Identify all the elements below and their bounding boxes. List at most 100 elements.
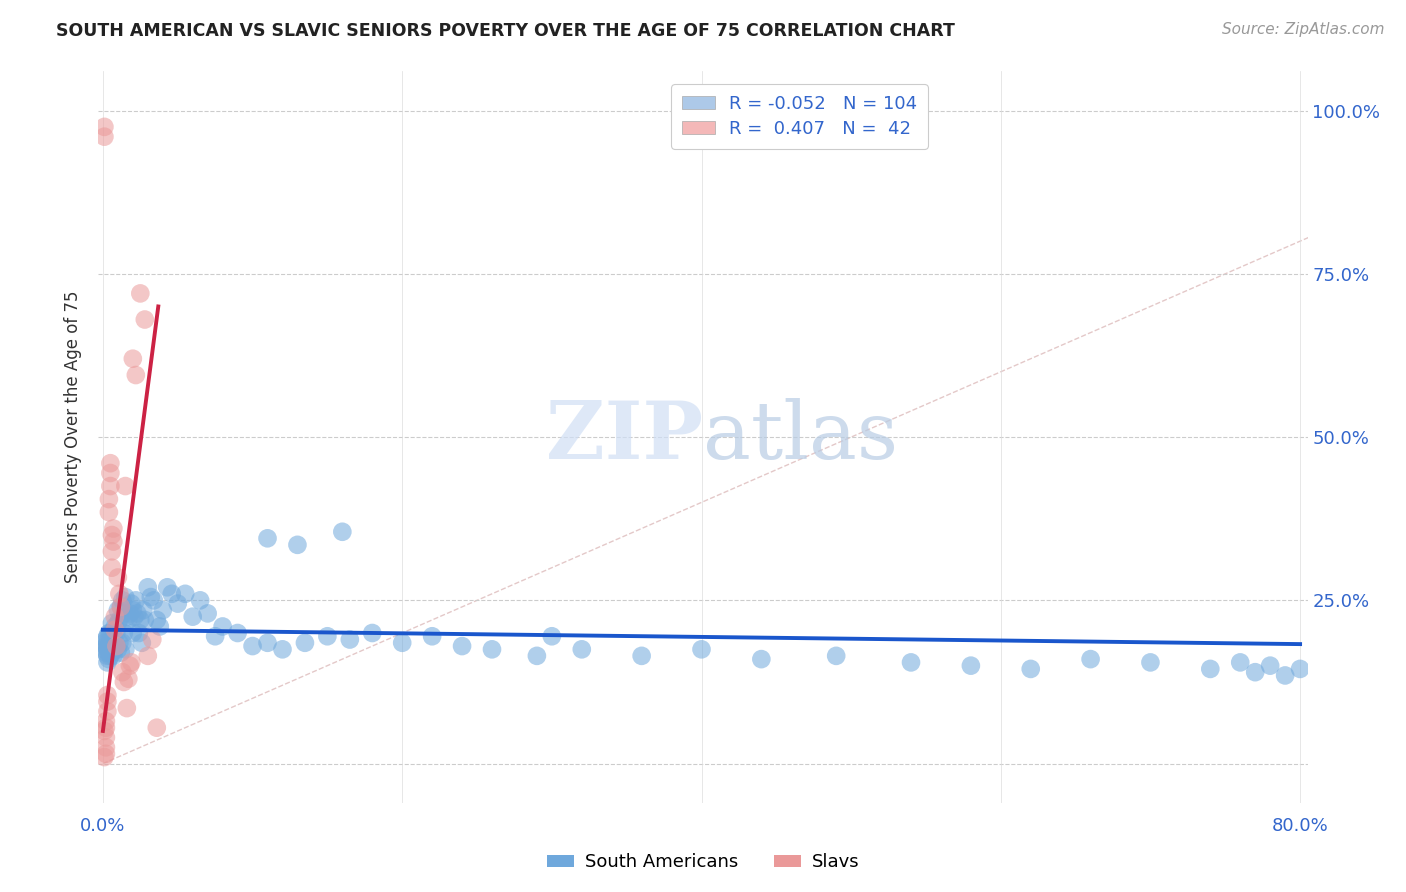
Point — [97, 646, 120, 660]
Point — [104, 609, 127, 624]
Point — [97, 626, 120, 640]
Point — [100, 642, 122, 657]
Point — [120, 597, 142, 611]
Point — [121, 626, 143, 640]
Point — [149, 619, 172, 633]
Point — [112, 626, 135, 640]
Point — [174, 587, 197, 601]
Point — [1289, 662, 1312, 676]
Point — [107, 603, 129, 617]
Point — [101, 528, 124, 542]
Point — [134, 613, 156, 627]
Point — [124, 609, 146, 624]
Point — [630, 648, 652, 663]
Point — [112, 607, 135, 621]
Point — [129, 286, 152, 301]
Text: SOUTH AMERICAN VS SLAVIC SENIORS POVERTY OVER THE AGE OF 75 CORRELATION CHART: SOUTH AMERICAN VS SLAVIC SENIORS POVERTY… — [56, 22, 955, 40]
Point — [96, 688, 118, 702]
Point — [96, 642, 118, 657]
Point — [101, 639, 124, 653]
Point — [100, 636, 122, 650]
Point — [132, 603, 155, 617]
Legend: R = -0.052   N = 104, R =  0.407   N =  42: R = -0.052 N = 104, R = 0.407 N = 42 — [671, 84, 928, 149]
Legend: South Americans, Slavs: South Americans, Slavs — [540, 847, 866, 879]
Point — [1019, 662, 1042, 676]
Point — [100, 626, 122, 640]
Point — [1244, 665, 1267, 680]
Point — [110, 599, 132, 614]
Point — [114, 479, 136, 493]
Point — [146, 721, 169, 735]
Point — [134, 312, 156, 326]
Point — [103, 642, 125, 657]
Point — [1199, 662, 1222, 676]
Point — [571, 642, 593, 657]
Point — [93, 120, 115, 134]
Point — [105, 639, 128, 653]
Point — [294, 636, 316, 650]
Point — [146, 613, 169, 627]
Point — [107, 642, 129, 657]
Point — [100, 479, 122, 493]
Point — [94, 639, 117, 653]
Point — [120, 656, 142, 670]
Point — [108, 613, 131, 627]
Point — [256, 531, 278, 545]
Point — [100, 456, 122, 470]
Point — [481, 642, 503, 657]
Point — [110, 599, 132, 614]
Point — [108, 636, 131, 650]
Point — [115, 609, 138, 624]
Point — [111, 593, 134, 607]
Point — [103, 629, 125, 643]
Point — [96, 648, 118, 663]
Point — [97, 492, 120, 507]
Point — [1080, 652, 1102, 666]
Point — [160, 587, 183, 601]
Point — [121, 351, 143, 366]
Point — [420, 629, 443, 643]
Point — [128, 626, 150, 640]
Point — [271, 642, 294, 657]
Point — [105, 626, 128, 640]
Point — [96, 656, 118, 670]
Point — [94, 721, 117, 735]
Point — [114, 590, 136, 604]
Point — [110, 646, 132, 660]
Point — [690, 642, 713, 657]
Point — [118, 607, 141, 621]
Point — [94, 632, 117, 647]
Point — [139, 590, 162, 604]
Point — [101, 560, 124, 574]
Point — [540, 629, 562, 643]
Point — [211, 619, 233, 633]
Point — [129, 613, 152, 627]
Text: ZIP: ZIP — [546, 398, 703, 476]
Point — [960, 658, 983, 673]
Point — [316, 629, 339, 643]
Point — [152, 603, 174, 617]
Point — [117, 613, 139, 627]
Point — [104, 642, 127, 657]
Point — [94, 747, 117, 761]
Point — [526, 648, 548, 663]
Point — [94, 646, 117, 660]
Point — [1274, 668, 1296, 682]
Point — [104, 619, 127, 633]
Point — [96, 705, 118, 719]
Point — [825, 648, 848, 663]
Point — [96, 636, 118, 650]
Y-axis label: Seniors Poverty Over the Age of 75: Seniors Poverty Over the Age of 75 — [65, 291, 83, 583]
Point — [256, 636, 278, 650]
Point — [125, 368, 148, 382]
Point — [136, 580, 159, 594]
Point — [100, 648, 122, 663]
Point — [181, 609, 204, 624]
Point — [287, 538, 309, 552]
Point — [114, 642, 136, 657]
Point — [204, 629, 226, 643]
Point — [197, 607, 219, 621]
Point — [391, 636, 413, 650]
Point — [93, 723, 115, 738]
Point — [101, 544, 124, 558]
